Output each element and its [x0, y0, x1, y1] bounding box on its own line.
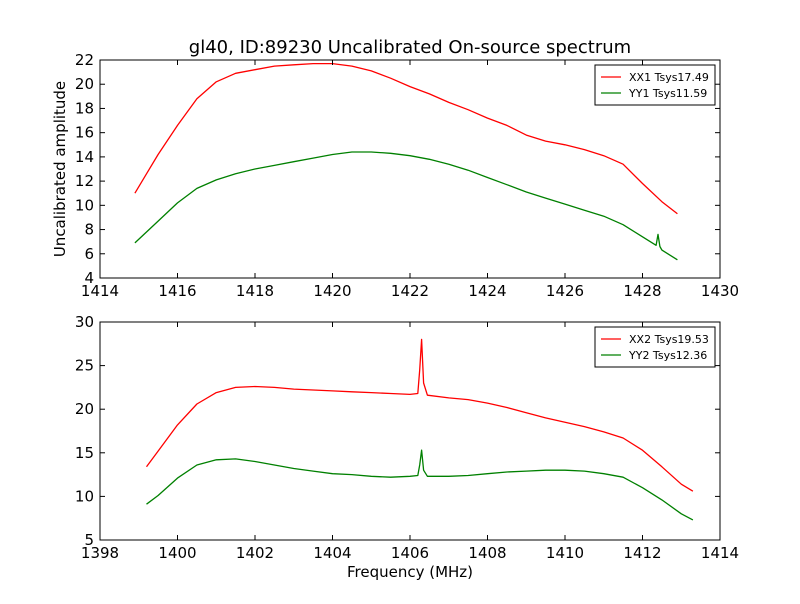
bottom-x-axis-label: Frequency (MHz) [347, 563, 473, 581]
bottom-legend-box [594, 326, 716, 368]
bottom-x-tick-label: 1408 [468, 544, 506, 562]
bottom-x-tick-label: 1398 [81, 544, 119, 562]
top-spectrum-panel: 1414 1416 1418 1420 1422 1424 1426 1428 14304681… [51, 51, 739, 300]
top-series-line-1 [134, 62, 678, 215]
bottom-series-line-1 [145, 338, 694, 492]
top-y-tick-label: 22 [75, 51, 94, 69]
bottom-y-tick-label: 25 [75, 357, 94, 375]
bottom-x-tick-label: 1404 [313, 544, 351, 562]
bottom-x-tick-label: 1402 [236, 544, 274, 562]
top-x-tick-label: 1428 [623, 282, 661, 300]
top-x-tick-label: 1418 [236, 282, 274, 300]
top-y-tick-label: 12 [75, 172, 94, 190]
top-y-tick-label: 10 [75, 196, 94, 214]
top-y-tick-label: 14 [75, 148, 94, 166]
top-legend-box [594, 64, 716, 106]
top-y-tick-label: 18 [75, 99, 94, 117]
top-legend: XX1 Tsys17.49 YY1 Tsys11.59 [594, 64, 716, 106]
bottom-x-tick-label: 1414 [701, 544, 739, 562]
top-y-axis-label: Uncalibrated amplitude [51, 81, 69, 257]
bottom-x-tick-label: 1410 [546, 544, 584, 562]
top-series-line-2 [134, 151, 678, 261]
chart-title: gl40, ID:89230 Uncalibrated On-source sp… [189, 37, 631, 58]
bottom-x-tick-label: 1406 [391, 544, 429, 562]
top-x-tick-label: 1430 [701, 282, 739, 300]
top-x-tick-label: 1416 [158, 282, 196, 300]
top-x-tick-label: 1414 [81, 282, 119, 300]
top-x-tick-label: 1422 [391, 282, 429, 300]
top-x-tick-label: 1426 [546, 282, 584, 300]
bottom-legend: XX2 Tsys19.53 YY2 Tsys12.36 [594, 326, 716, 368]
bottom-y-tick-label: 10 [75, 487, 94, 505]
top-y-tick-label: 20 [75, 75, 94, 93]
bottom-spectrum-panel: 1398 1400 1402 1404 1406 1408 1410 1412 1414 5 10 1… [75, 313, 739, 581]
bottom-y-tick-label: 30 [75, 313, 94, 331]
bottom-x-tick-label: 1400 [158, 544, 196, 562]
top-x-tick-label: 1420 [313, 282, 351, 300]
bottom-legend-label-1: XX2 Tsys19.53 [629, 333, 709, 346]
bottom-legend-label-2: YY2 Tsys12.36 [628, 349, 707, 362]
top-y-tick-label: 6 [84, 245, 94, 263]
bottom-x-tick-label: 1412 [623, 544, 661, 562]
bottom-series-line-2 [146, 449, 694, 521]
top-legend-label-1: XX1 Tsys17.49 [629, 71, 709, 84]
bottom-y-tick-label: 5 [84, 531, 94, 549]
top-y-tick-label: 16 [75, 124, 94, 142]
top-y-tick-label: 8 [84, 221, 94, 239]
bottom-y-tick-label: 15 [75, 444, 94, 462]
top-y-tick-label: 4 [84, 269, 94, 287]
top-x-tick-label: 1424 [468, 282, 506, 300]
top-legend-label-2: YY1 Tsys11.59 [628, 87, 707, 100]
bottom-y-tick-label: 20 [75, 400, 94, 418]
